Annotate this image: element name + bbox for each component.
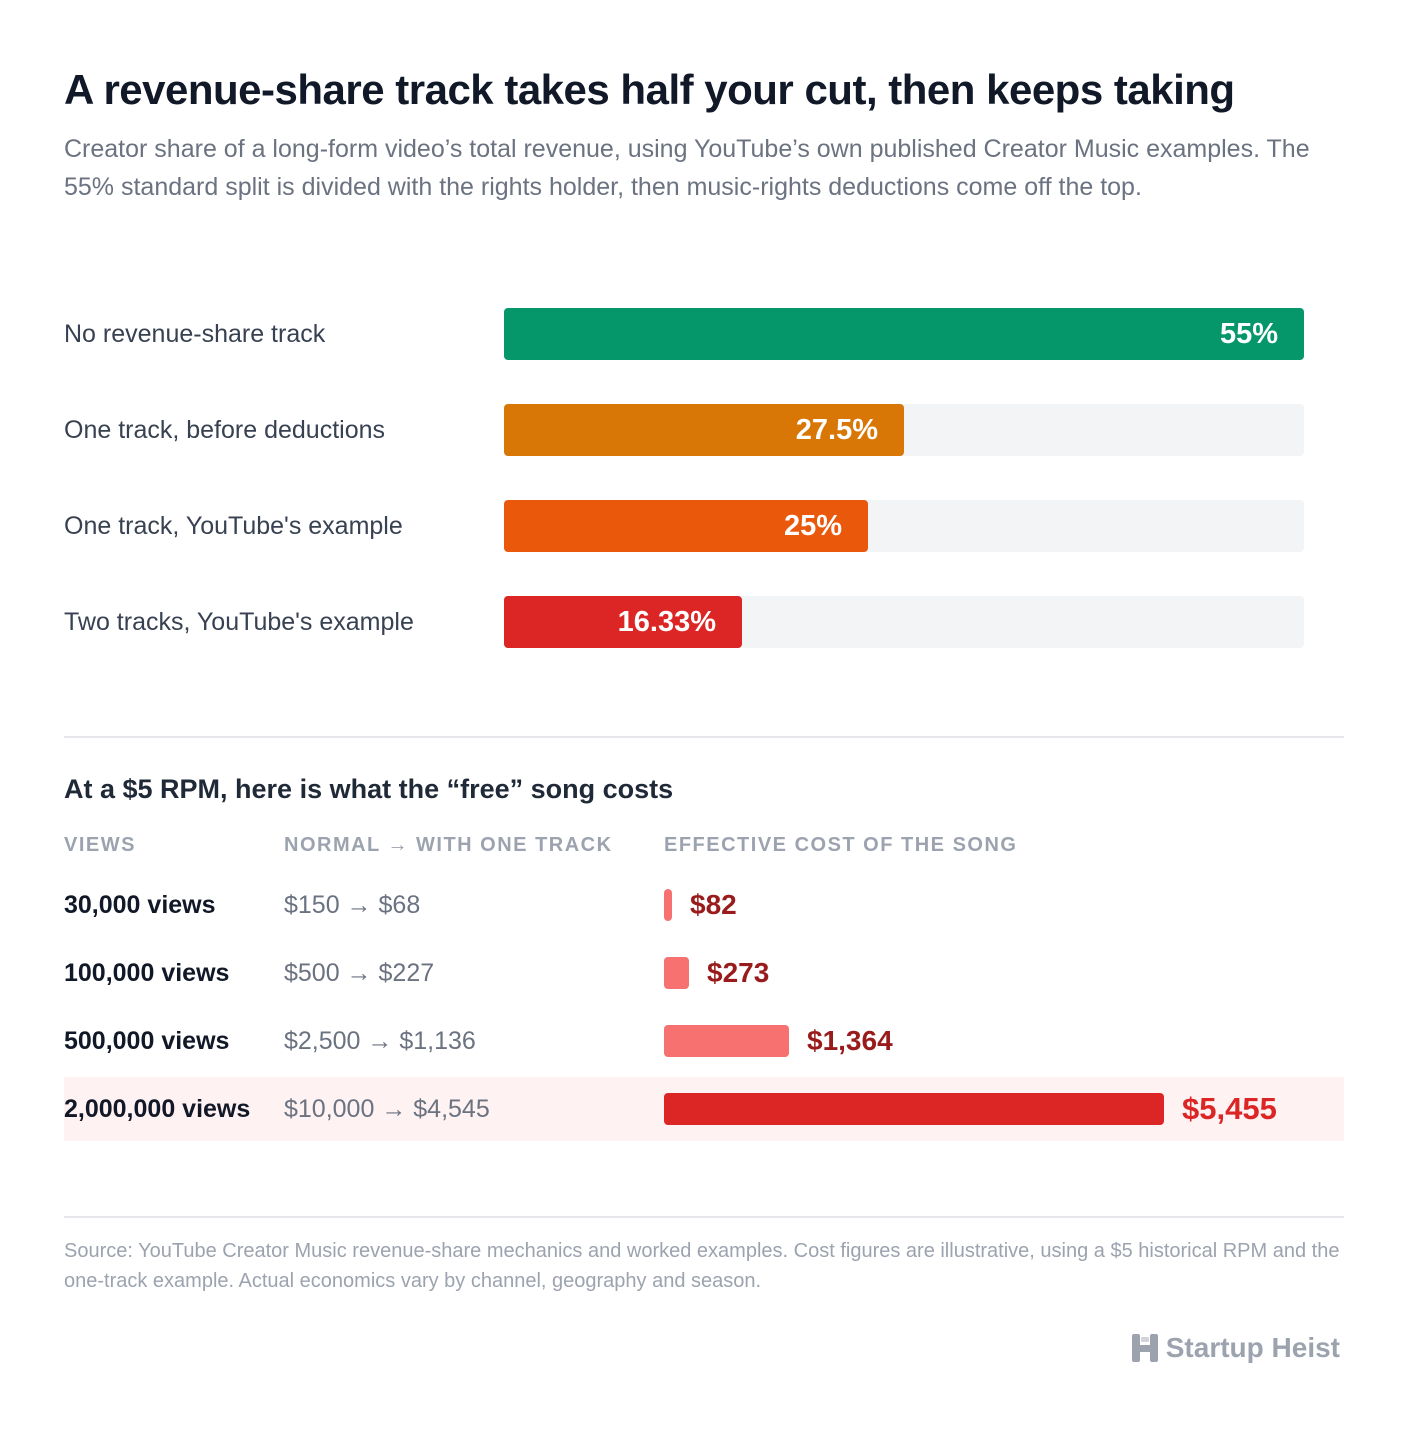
- column-header-views: VIEWS: [64, 834, 136, 856]
- table-row: 2,000,000 views $10,000 → $4,545 $5,455: [64, 1077, 1344, 1141]
- cost-value-label: $82: [690, 889, 737, 920]
- views-cell: 2,000,000 views: [64, 1095, 251, 1123]
- bar-value-label: 27.5%: [795, 414, 878, 446]
- table-row: 30,000 views $150 → $68 $82: [64, 873, 1344, 937]
- cost-value-label: $273: [707, 957, 770, 988]
- bar-value-label: 55%: [1219, 318, 1278, 350]
- bar-track: 55%: [504, 308, 1304, 360]
- cost-table-title: At a $5 RPM, here is what the “free” son…: [64, 774, 674, 804]
- revenue-comparison-cell: $500 → $227: [284, 959, 435, 987]
- cost-bar: [664, 889, 672, 921]
- table-row: 500,000 views $2,500 → $1,136 $1,364: [64, 1009, 1344, 1073]
- chart-title: A revenue-share track takes half your cu…: [64, 66, 1235, 113]
- bar-value-label: 25%: [783, 510, 842, 542]
- bar-category-label: Two tracks, YouTube's example: [64, 608, 414, 636]
- cost-bar: [664, 1093, 1164, 1125]
- bar-row: Two tracks, YouTube's example 16.33%: [64, 596, 1304, 648]
- bar-value-label: 16.33%: [617, 606, 716, 638]
- bar: 55%: [504, 308, 1304, 360]
- bar: 27.5%: [504, 404, 904, 456]
- cost-bar: [664, 1025, 789, 1057]
- bar-category-label: One track, YouTube's example: [64, 512, 403, 540]
- bar-row: No revenue-share track 55%: [64, 308, 1304, 360]
- brand-logo: Startup Heist: [1131, 1328, 1340, 1368]
- chart-subtitle: Creator share of a long-form video’s tot…: [64, 135, 1310, 201]
- revenue-comparison-cell: $2,500 → $1,136: [284, 1027, 476, 1055]
- bar-category-label: No revenue-share track: [64, 320, 326, 348]
- brand-name: Startup Heist: [1165, 1332, 1340, 1363]
- cost-bar: [664, 957, 689, 989]
- bar-row: One track, YouTube's example 25%: [64, 500, 1304, 552]
- views-cell: 500,000 views: [64, 1027, 230, 1055]
- column-header-effective-cost: EFFECTIVE COST OF THE SONG: [664, 834, 1018, 856]
- bar-row: One track, before deductions 27.5%: [64, 404, 1304, 456]
- views-cell: 100,000 views: [64, 959, 230, 987]
- revenue-comparison-cell: $150 → $68: [284, 891, 421, 919]
- views-cell: 30,000 views: [64, 891, 216, 919]
- source-note: Source: YouTube Creator Music revenue-sh…: [64, 1240, 1340, 1292]
- bar: 25%: [504, 500, 868, 552]
- footer-divider: [64, 1216, 1344, 1218]
- bar-track: 16.33%: [504, 596, 1304, 648]
- cost-value-label: $1,364: [807, 1025, 893, 1056]
- cost-value-label: $5,455: [1182, 1091, 1277, 1126]
- heist-h-logo-icon: [1131, 1334, 1158, 1362]
- table-row: 100,000 views $500 → $227 $273: [64, 941, 1344, 1005]
- bar-track: 27.5%: [504, 404, 1304, 456]
- bar-category-label: One track, before deductions: [64, 416, 386, 444]
- column-header-comparison: NORMAL → WITH ONE TRACK: [284, 834, 613, 856]
- bar-track: 25%: [504, 500, 1304, 552]
- bar: 16.33%: [504, 596, 742, 648]
- revenue-comparison-cell: $10,000 → $4,545: [284, 1095, 490, 1123]
- section-divider: [64, 736, 1344, 738]
